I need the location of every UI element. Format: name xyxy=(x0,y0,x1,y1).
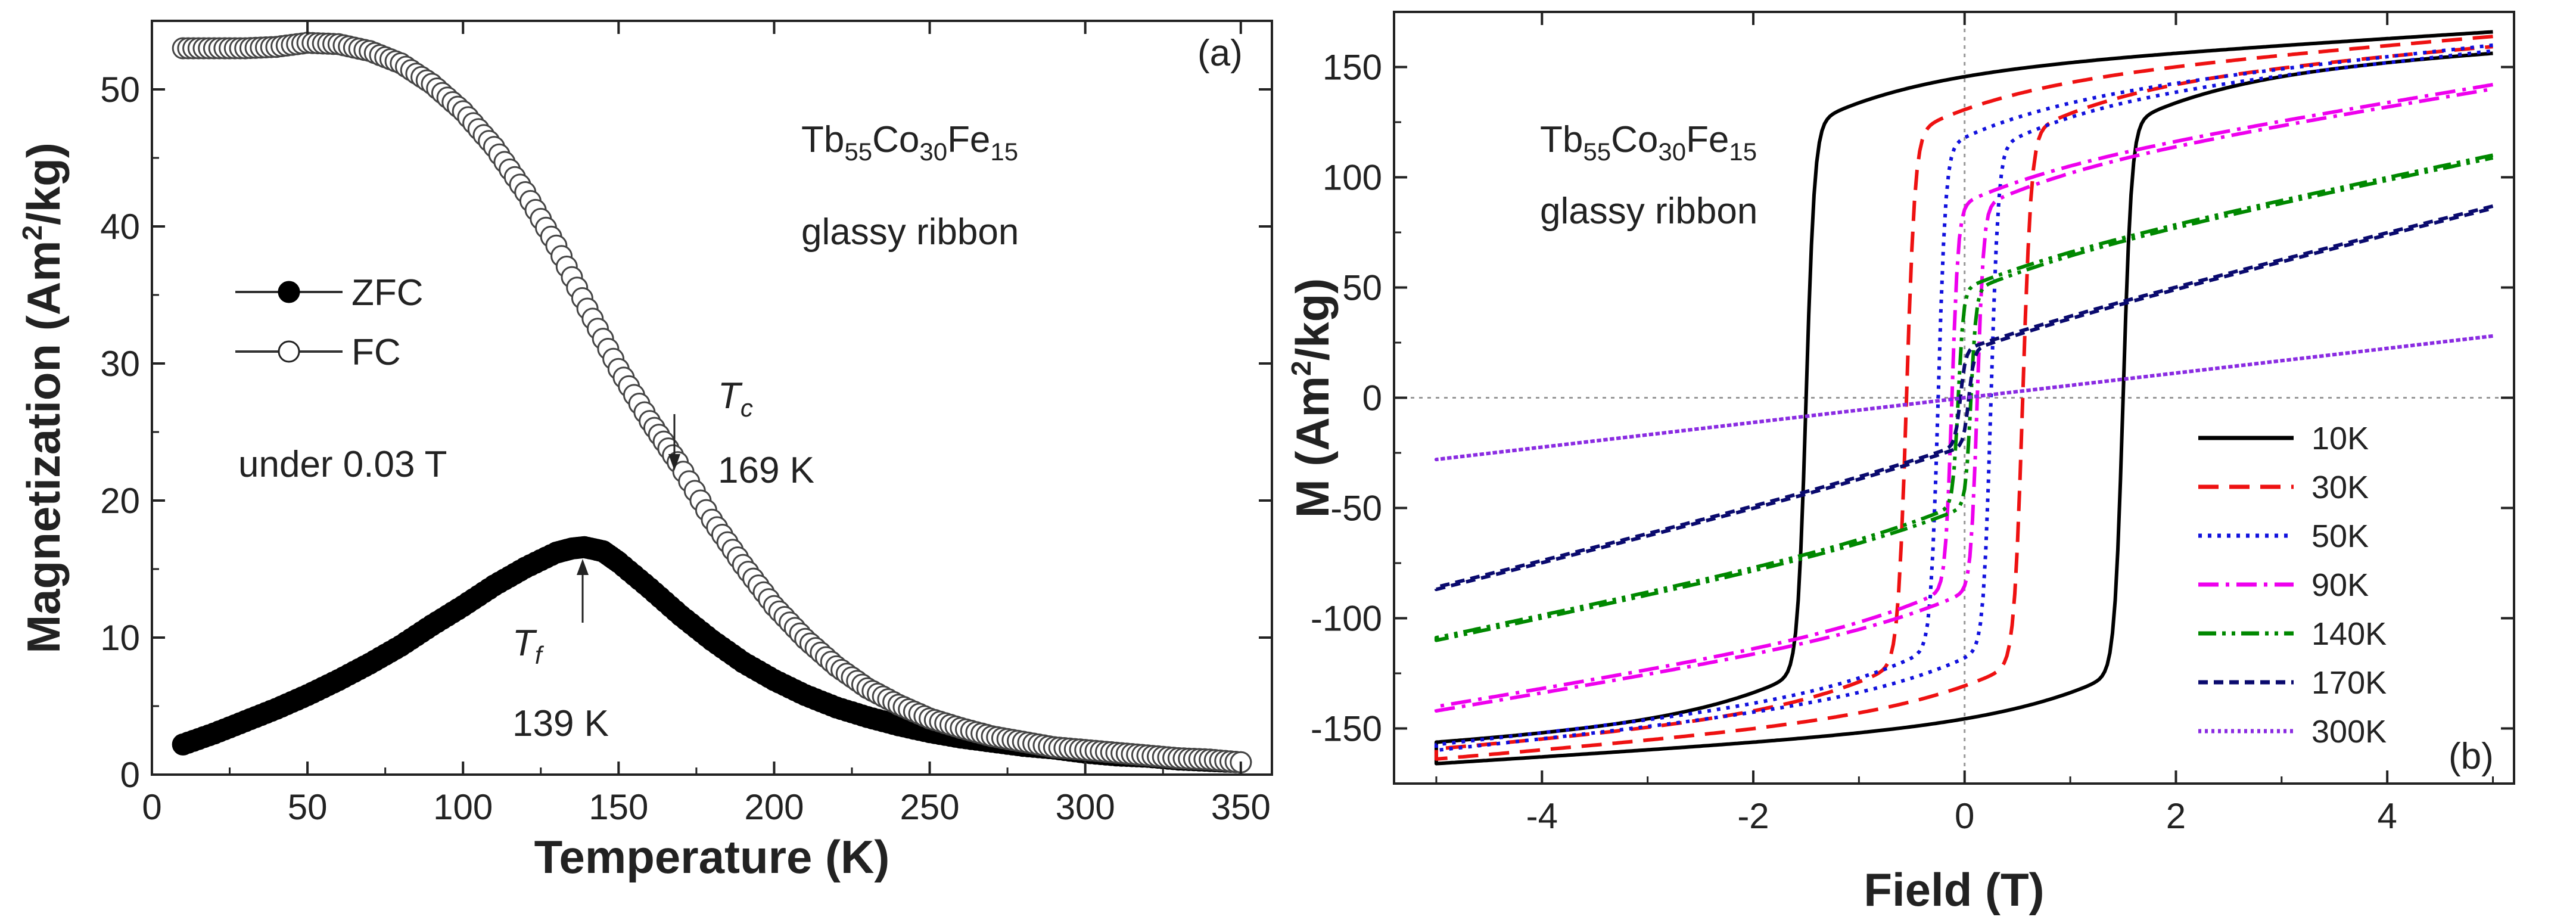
panel-a-label: (a) xyxy=(1197,33,1243,74)
x-tick-label: 4 xyxy=(2377,796,2397,836)
legend-label-170k: 170K xyxy=(2311,665,2387,701)
panel-b-x-axis-title: Field (T) xyxy=(1863,863,2044,916)
x-tick-label: -4 xyxy=(1526,796,1558,836)
legend-label-300k: 300K xyxy=(2311,714,2387,750)
y-tick-label: 0 xyxy=(1362,378,1382,418)
tc-symbol: Tc xyxy=(718,375,753,422)
x-tick-label: 2 xyxy=(2166,796,2186,836)
x-tick-label: 300 xyxy=(1056,787,1115,827)
panel-a-y-axis-title: Magnetization (Am2/kg) xyxy=(17,142,70,654)
y-tick-label: 100 xyxy=(1323,158,1382,198)
y-tick-label: -100 xyxy=(1311,599,1382,639)
panel-b-sample-line2: glassy ribbon xyxy=(1540,191,1757,232)
tf-arrowhead xyxy=(577,559,589,575)
legend-fc-marker xyxy=(278,340,300,363)
x-tick-label: 100 xyxy=(433,787,493,827)
legend-zfc-label: ZFC xyxy=(351,272,424,313)
tf-symbol: Tf xyxy=(512,623,545,669)
curve-50k xyxy=(1434,43,2493,753)
panel-b-sample-formula: Tb55Co30Fe15 xyxy=(1540,119,1757,166)
tc-value: 169 K xyxy=(718,450,814,491)
legend-label-90k: 90K xyxy=(2311,567,2369,603)
x-tick-label: 150 xyxy=(589,787,648,827)
legend-label-50k: 50K xyxy=(2311,518,2369,554)
x-tick-label: 50 xyxy=(288,787,328,827)
panel-a-marks xyxy=(172,32,1252,773)
y-tick-label: 0 xyxy=(120,755,140,795)
curve-90k xyxy=(1434,83,2494,713)
panel-a: 0 50 100 150 200 250 300 350 0 10 20 30 40 50 (a) Tb5… xyxy=(17,20,1273,883)
panel-b-y-axis-title: M (Am2/kg) xyxy=(1286,278,1339,518)
panel-b: -4 -2 0 2 4 -150 -100 -50 0 50 100 150 (b) Tb55Co30… xyxy=(1286,11,2515,916)
tc-arrowhead xyxy=(668,454,680,471)
legend-zfc-marker xyxy=(278,281,300,303)
tc-annotation: Tc 169 K xyxy=(668,375,814,491)
x-tick-label: 350 xyxy=(1211,787,1271,827)
curve-30k xyxy=(1434,35,2493,761)
x-tick-label: 0 xyxy=(142,787,161,827)
tf-annotation: Tf 139 K xyxy=(512,559,609,744)
legend-label-140k: 140K xyxy=(2311,616,2387,652)
y-tick-label: 20 xyxy=(100,481,140,521)
curve-140k xyxy=(1434,153,2494,642)
legend-label-30k: 30K xyxy=(2311,470,2369,505)
x-tick-label: -2 xyxy=(1737,796,1769,836)
y-tick-label: -50 xyxy=(1330,489,1382,529)
y-tick-label: 50 xyxy=(1342,268,1382,308)
tf-value: 139 K xyxy=(512,703,609,744)
x-tick-label: 200 xyxy=(744,787,804,827)
panel-b-curves xyxy=(1434,30,2494,766)
panel-b-ticks: -4 -2 0 2 4 -150 -100 -50 0 50 100 150 xyxy=(1311,11,2514,836)
y-tick-label: 150 xyxy=(1323,48,1382,88)
curve-300k xyxy=(1434,334,2493,462)
panel-a-x-axis-title: Temperature (K) xyxy=(534,831,890,883)
legend-fc-label: FC xyxy=(351,332,401,373)
panel-b-label: (b) xyxy=(2449,736,2494,777)
field-note: under 0.03 T xyxy=(238,444,447,485)
panel-a-legend: ZFC FC xyxy=(235,272,424,373)
legend-label-10k: 10K xyxy=(2311,421,2369,456)
panel-a-frame xyxy=(151,20,1273,776)
curve-170k xyxy=(1434,204,2494,592)
y-tick-label: 10 xyxy=(100,618,140,658)
panel-a-sample-line2: glassy ribbon xyxy=(801,212,1019,253)
panel-b-legend: 10K 30K 50K 90K 140K 170K 300K xyxy=(2198,421,2387,750)
x-tick-label: 250 xyxy=(900,787,960,827)
panel-a-ticks: 0 50 100 150 200 250 300 350 0 10 20 30 40 50 xyxy=(100,20,1272,827)
panel-a-sample-formula: Tb55Co30Fe15 xyxy=(801,119,1018,166)
y-tick-label: 50 xyxy=(100,70,140,110)
y-tick-label: 30 xyxy=(100,344,140,384)
y-tick-label: 40 xyxy=(100,207,140,247)
x-tick-label: 0 xyxy=(1955,796,1974,836)
y-tick-label: -150 xyxy=(1311,709,1382,749)
